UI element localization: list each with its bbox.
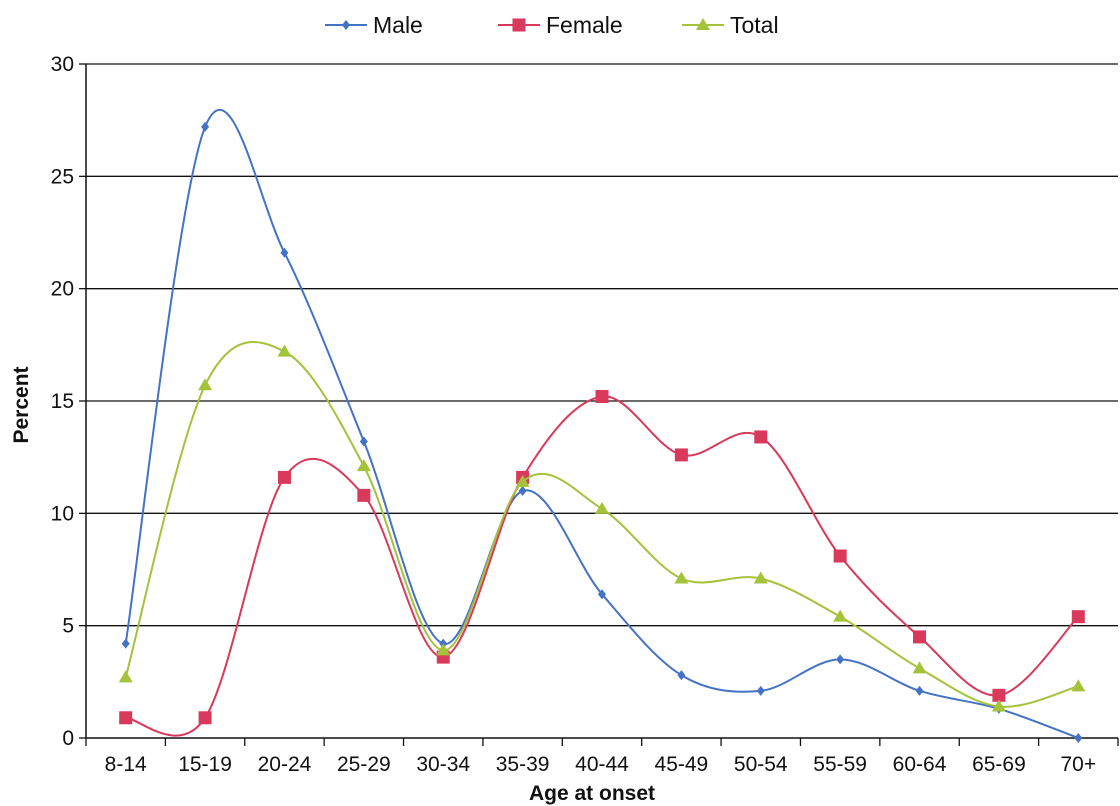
legend-marker-male (342, 20, 350, 30)
series-line-male (124, 108, 1079, 739)
data-point-total (198, 378, 213, 391)
data-point-male (359, 436, 368, 447)
x-tick-label: 25-29 (337, 753, 391, 776)
x-tick-label: 15-19 (178, 753, 232, 776)
y-tick-label: 25 (51, 165, 74, 188)
data-point-female (833, 549, 847, 563)
data-point-female (119, 711, 133, 725)
x-tick-label: 65-69 (972, 753, 1026, 776)
data-point-female (277, 470, 291, 484)
data-point-total (674, 571, 689, 584)
x-tick-label: 30-34 (416, 753, 470, 776)
y-tick-label: 0 (62, 727, 74, 750)
data-point-female (674, 448, 688, 462)
y-tick-label: 15 (51, 390, 74, 413)
x-tick-label: 8-14 (105, 753, 147, 776)
data-point-male (677, 670, 686, 681)
x-tick-labels: 8-14 15-19 20-24 25-29 30-34 35-39 40-44 45-49 5… (105, 753, 1096, 776)
y-tick-labels: 0 5 10 15 20 25 30 (51, 53, 74, 750)
x-tick-label: 50-54 (734, 753, 788, 776)
data-point-total (912, 661, 927, 674)
data-point-female (1071, 610, 1085, 624)
x-tick-label: 60-64 (893, 753, 947, 776)
data-point-total (118, 670, 133, 683)
legend-item-total: Total (682, 12, 779, 38)
y-tick-label: 30 (51, 53, 74, 76)
data-point-total (515, 474, 530, 487)
y-tick-label: 10 (51, 502, 74, 525)
series-line-female (125, 395, 1080, 737)
data-point-total (595, 501, 609, 514)
data-point-total (991, 699, 1006, 712)
series (118, 108, 1086, 743)
data-point-female (198, 711, 212, 725)
data-point-male (201, 121, 210, 132)
legend-item-female: Female (498, 12, 623, 38)
legend-label-total: Total (730, 12, 779, 38)
x-tick-label: 40-44 (575, 753, 629, 776)
data-point-male (280, 247, 289, 258)
data-point-male (121, 638, 130, 649)
x-tick-label: 70+ (1060, 753, 1096, 776)
y-tick-label: 20 (51, 278, 74, 301)
series-male (121, 108, 1083, 743)
data-point-female (595, 390, 609, 404)
data-point-female (357, 488, 371, 502)
axes (79, 63, 1119, 746)
data-point-male (518, 485, 527, 496)
data-point-male (598, 589, 606, 600)
x-tick-label: 55-59 (813, 753, 867, 776)
x-tick-label: 35-39 (496, 753, 550, 776)
x-tick-label: 20-24 (258, 753, 312, 776)
data-point-total (436, 643, 451, 656)
series-female (119, 390, 1085, 737)
data-point-female (913, 630, 927, 644)
data-point-male (756, 685, 765, 696)
data-point-male (915, 685, 924, 696)
data-point-total (753, 571, 768, 584)
data-point-female (992, 688, 1006, 702)
series-total (118, 341, 1086, 712)
data-point-total (1071, 679, 1086, 692)
y-axis-title: Percent (10, 366, 33, 443)
data-point-male (1074, 733, 1083, 743)
legend-label-male: Male (373, 12, 423, 38)
data-point-total (356, 459, 371, 472)
series-line-total (124, 341, 1079, 708)
legend: Male Female Total (325, 12, 779, 38)
data-point-total (833, 609, 848, 622)
legend-item-male: Male (325, 12, 423, 38)
data-point-male (836, 654, 845, 665)
x-axis-title: Age at onset (529, 782, 655, 805)
y-tick-label: 5 (62, 615, 74, 638)
legend-label-female: Female (546, 12, 623, 38)
legend-marker-total (696, 18, 710, 30)
legend-marker-female (512, 18, 526, 32)
data-point-total (277, 344, 292, 357)
data-point-female (754, 430, 768, 444)
x-tick-label: 45-49 (655, 753, 709, 776)
